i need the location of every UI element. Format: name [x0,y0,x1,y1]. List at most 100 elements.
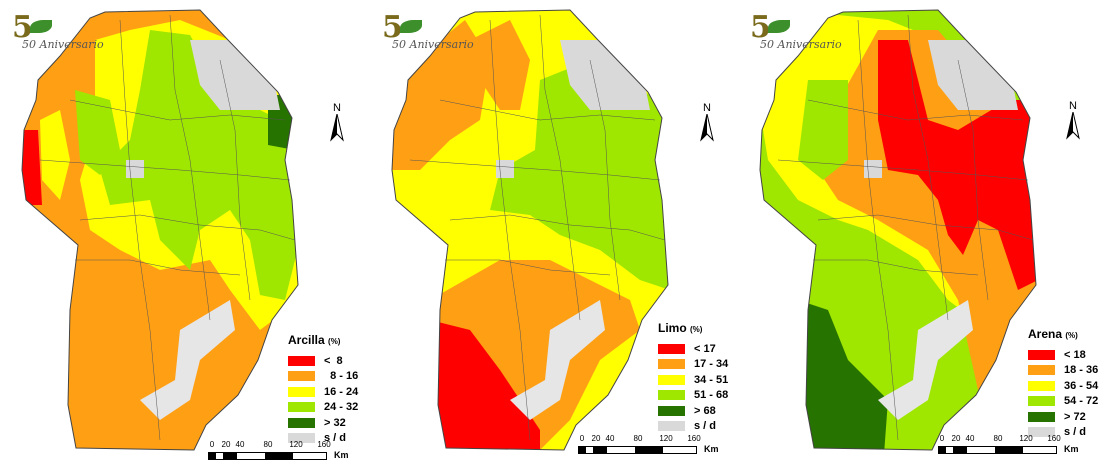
legend-item-label: > 68 [694,404,716,417]
map-panel-limo: 5 50 Aniversario N Limo (%) < 17 17 - 34… [370,0,738,468]
logo-text: 50 Aniversario [22,38,104,51]
scale-tick: 120 [289,440,303,449]
scale-bar: 0 20 40 80 120 160 Km [938,434,1098,464]
arena-map [759,9,1037,451]
legend-item-label: 54 - 72 [1064,395,1099,408]
scale-graphic [578,446,697,454]
scale-tick: 120 [1019,434,1033,443]
logo-leaf [400,20,422,33]
north-arrow: N [697,102,717,142]
legend-item: s / d [288,431,358,447]
province-outline [21,9,299,451]
logo-text: 50 Aniversario [392,38,474,51]
north-arrow-icon [330,114,344,142]
legend-item: 24 - 32 [288,400,358,416]
logo-five: 5 [382,10,403,45]
legend-unit: (%) [690,325,703,334]
legend-item-label: s / d [324,432,347,445]
lake-mar-chiquita [510,300,605,420]
legend-item: 51 - 68 [658,388,728,404]
legend-item: < 8 [288,353,358,369]
scale-ticks: 0 20 40 80 120 160 [938,434,1098,446]
legend-item-label: < 18 [1064,348,1086,361]
north-arrow: N [327,102,347,142]
legend-item: 54 - 72 [1028,394,1098,410]
legend-item: 18 - 36 [1028,363,1098,379]
legend-item: > 72 [1028,409,1098,425]
zone-17-34-north [392,20,490,170]
scale-tick: 20 [591,434,601,443]
lake-mar-chiquita [140,300,235,420]
province-outline [759,9,1037,451]
legend-item: 16 - 24 [288,384,358,400]
legend-limo: Limo (%) < 17 17 - 34 34 - 51 51 - 68 > … [658,321,728,434]
legend-item-label: 36 - 54 [1064,379,1099,392]
legend-title: Arcilla (%) [288,333,358,347]
scale-unit: Km [704,444,719,454]
logo-leaf [768,20,790,33]
logo-five: 5 [750,10,771,45]
scale-ticks: 0 20 40 80 120 160 [208,440,368,452]
north-label: N [1069,100,1077,112]
zone-gt72 [798,300,888,450]
north-arrow-icon [700,114,714,142]
scale-graphic [938,446,1057,454]
north-label: N [703,102,711,114]
zone-no-data [190,40,280,110]
legend-item-label: s / d [1064,426,1087,439]
lake-mar-chiquita [878,300,973,420]
legend-title-text: Arena [1028,327,1063,341]
legend-item: 8 - 16 [288,369,358,385]
legend-item: 17 - 34 [658,357,728,373]
logo-five: 5 [12,10,33,45]
legend-item-label: < 8 [324,354,343,367]
scale-tick: 40 [605,434,615,443]
legend-item-label: 51 - 68 [694,389,729,402]
legend-item-label: < 17 [694,342,716,355]
legend-unit: (%) [328,337,341,346]
legend-title-text: Limo [658,321,687,335]
scale-unit: Km [334,450,349,460]
legend-item-label: 24 - 32 [324,401,359,414]
legend-item: > 32 [288,415,358,431]
zone-no-data [560,40,650,110]
legend-title: Arena (%) [1028,327,1098,341]
legend-arena: Arena (%) < 18 18 - 36 36 - 54 54 - 72 >… [1028,327,1098,440]
scale-tick: 0 [579,434,585,443]
scale-tick: 160 [1047,434,1061,443]
scale-tick: 0 [939,434,945,443]
zone-no-data [928,40,1018,110]
scale-tick: 160 [687,434,701,443]
legend-item-label: > 32 [324,416,346,429]
department-borders [777,14,1034,441]
legend-item-label: 34 - 51 [694,373,729,386]
zone-24-32 [100,30,298,300]
zone-54-72-west [798,80,848,180]
scale-tick: 20 [951,434,961,443]
legend-item-label: 18 - 36 [1064,364,1099,377]
logo-text: 50 Aniversario [760,38,842,51]
north-label: N [333,102,341,114]
scale-tick: 20 [221,440,231,449]
legend-item-label: 17 - 34 [694,358,729,371]
city-block [126,160,144,178]
limo-map [391,9,669,451]
legend-arcilla: Arcilla (%) < 8 8 - 16 16 - 24 24 - 32 >… [288,333,358,446]
zone-lt18 [878,40,1036,290]
scale-tick: 120 [659,434,673,443]
legend-item: s / d [1028,425,1098,441]
map-panel-arena: 5 50 Aniversario N Arena (%) < 18 18 - 3… [738,0,1106,468]
department-borders [39,14,296,441]
scale-ticks: 0 20 40 80 120 160 [578,434,738,446]
legend-item: s / d [658,419,728,435]
legend-item-label: > 72 [1064,410,1086,423]
scale-graphic [208,452,327,460]
legend-item: < 18 [1028,347,1098,363]
legend-item: 36 - 54 [1028,378,1098,394]
scale-tick: 80 [633,434,643,443]
scale-bar: 0 20 40 80 120 160 Km [208,440,368,470]
zone-lt8 [22,130,42,205]
scale-tick: 40 [965,434,975,443]
scale-tick: 160 [317,440,331,449]
zone-24-32-west [75,90,120,175]
